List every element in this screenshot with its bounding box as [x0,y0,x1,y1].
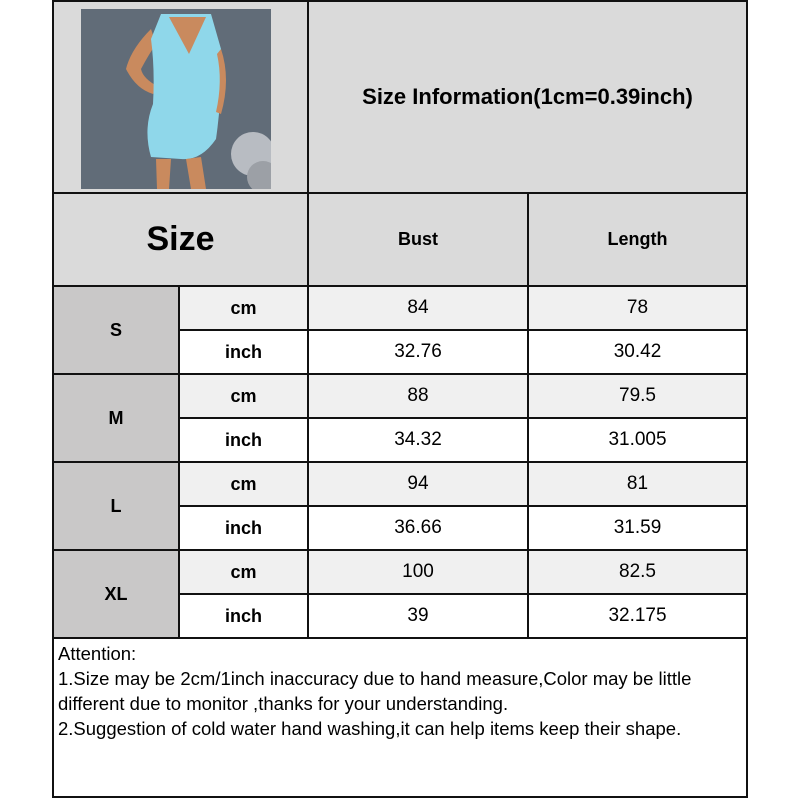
size-label: L [52,461,180,551]
product-photo [81,9,271,189]
length-value: 30.42 [527,329,748,375]
length-value: 31.005 [527,417,748,463]
bust-value: 84 [307,285,529,331]
size-label: S [52,285,180,375]
length-value: 79.5 [527,373,748,419]
bust-value: 34.32 [307,417,529,463]
unit-cm: cm [178,285,309,331]
unit-inch: inch [178,417,309,463]
size-label: M [52,373,180,463]
unit-cm: cm [178,461,309,507]
bust-value: 36.66 [307,505,529,551]
length-value: 81 [527,461,748,507]
bust-value: 39 [307,593,529,639]
header-length: Length [527,192,748,287]
size-info-title: Size Information(1cm=0.39inch) [307,0,748,194]
size-label: XL [52,549,180,639]
length-value: 32.175 [527,593,748,639]
header-bust: Bust [307,192,529,287]
unit-inch: inch [178,329,309,375]
header-size: Size [52,192,309,287]
attention-line-1: 1.Size may be 2cm/1inch inaccuracy due t… [58,668,692,714]
bust-value: 88 [307,373,529,419]
length-value: 82.5 [527,549,748,595]
bust-value: 94 [307,461,529,507]
attention-notes: Attention: 1.Size may be 2cm/1inch inacc… [52,637,748,798]
attention-heading: Attention: [58,643,137,664]
unit-cm: cm [178,549,309,595]
bust-value: 32.76 [307,329,529,375]
attention-line-2: 2.Suggestion of cold water hand washing,… [58,718,682,739]
length-value: 31.59 [527,505,748,551]
length-value: 78 [527,285,748,331]
unit-inch: inch [178,505,309,551]
bust-value: 100 [307,549,529,595]
unit-inch: inch [178,593,309,639]
unit-cm: cm [178,373,309,419]
photo-cell [52,0,309,194]
